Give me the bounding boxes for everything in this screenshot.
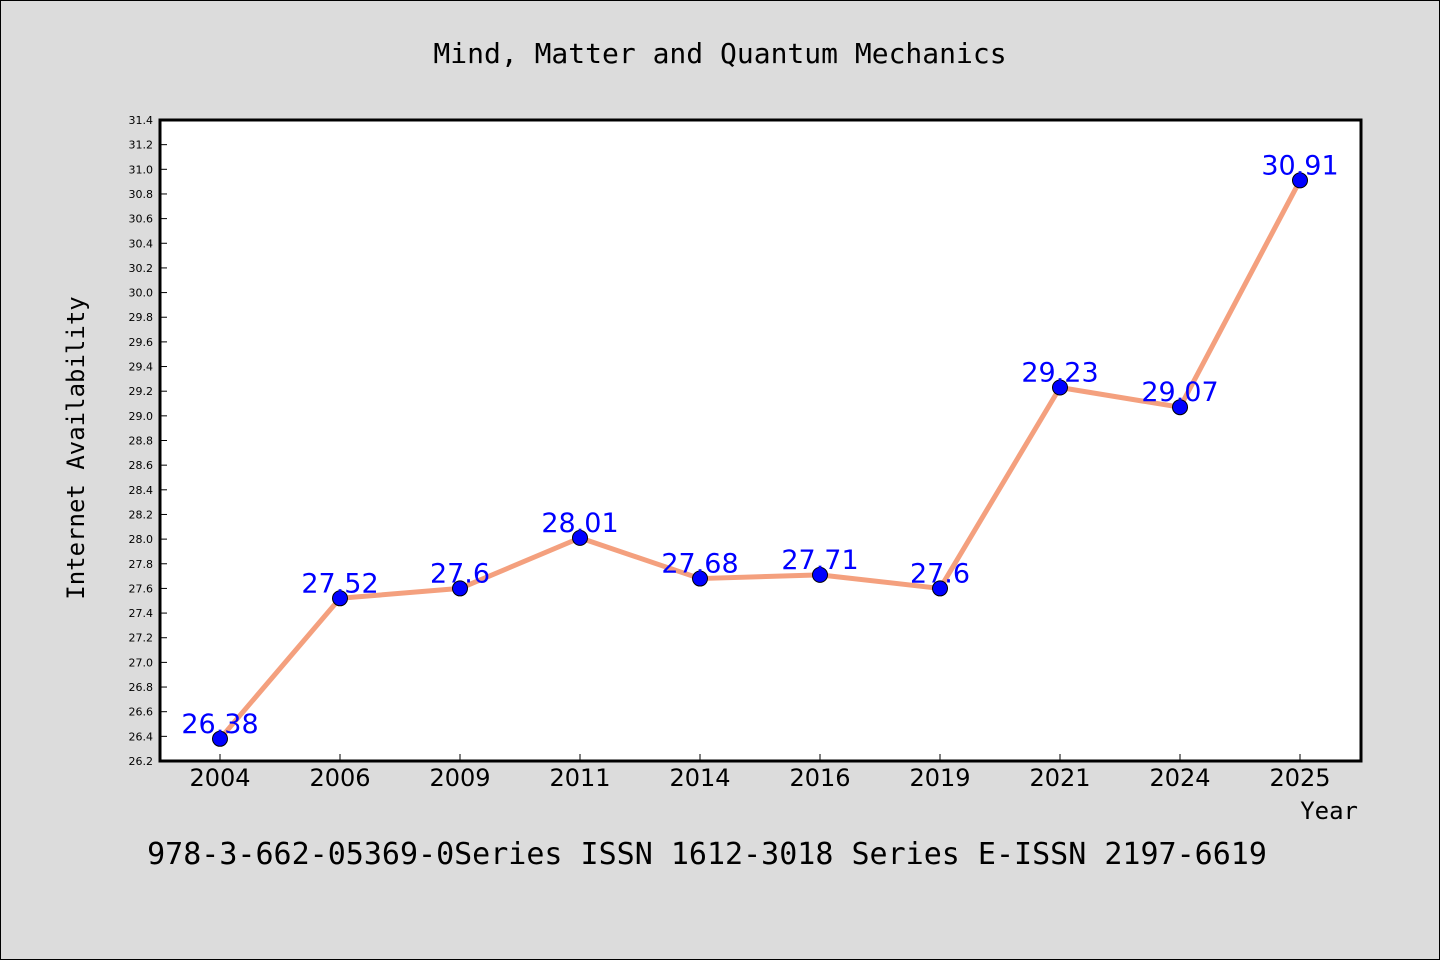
y-tick-label: 26.8 — [129, 681, 154, 694]
y-tick-label: 30.8 — [129, 188, 154, 201]
data-label: 26.38 — [181, 709, 258, 740]
data-point — [932, 580, 948, 597]
data-label: 28.01 — [541, 508, 618, 539]
data-labels: 26.38 27.52 27.6 28.01 27.68 27.71 27.6 29.23 29… — [181, 150, 1338, 739]
y-tick-label: 27.8 — [129, 558, 154, 571]
y-axis: 26.2 26.4 26.6 26.8 27.0 27.2 27.4 27.6 27.8 28.0… — [129, 114, 167, 768]
y-tick-label: 29.4 — [129, 361, 154, 374]
x-tick-label: 2025 — [1269, 764, 1330, 792]
y-tick-label: 30.6 — [129, 213, 154, 226]
y-tick-label: 26.2 — [129, 755, 154, 768]
y-tick-label: 30.0 — [129, 287, 154, 300]
data-label: 27.6 — [430, 558, 490, 589]
plot-border — [158, 118, 1363, 763]
x-tick-label: 2004 — [189, 764, 250, 792]
y-tick-label: 27.4 — [129, 607, 154, 620]
y-tick-label: 29.8 — [129, 311, 154, 324]
y-tick-label: 29.2 — [129, 385, 154, 398]
x-tick-label: 2006 — [309, 764, 370, 792]
x-tick-label: 2016 — [789, 764, 850, 792]
y-tick-label: 29.6 — [129, 336, 154, 349]
y-tick-label: 27.2 — [129, 632, 154, 645]
data-label: 27.68 — [661, 549, 738, 580]
x-axis-label: Year — [1300, 797, 1358, 825]
y-tick-label: 31.4 — [129, 114, 154, 127]
x-tick-label: 2024 — [1149, 764, 1210, 792]
y-tick-label: 28.8 — [129, 435, 154, 448]
y-axis-label: Internet Availability — [62, 296, 90, 599]
y-tick-label: 26.6 — [129, 706, 154, 719]
data-label: 29.23 — [1021, 357, 1098, 388]
data-point — [212, 730, 228, 747]
y-tick-label: 27.0 — [129, 656, 154, 669]
x-tick-label: 2014 — [669, 764, 730, 792]
x-tick-label: 2009 — [429, 764, 490, 792]
x-tick-label: 2019 — [909, 764, 970, 792]
data-point — [452, 580, 468, 597]
data-point — [332, 590, 348, 607]
plot-area — [160, 120, 1361, 761]
data-label: 27.52 — [301, 568, 378, 599]
data-label: 30.91 — [1261, 150, 1338, 181]
y-tick-label: 27.6 — [129, 582, 154, 595]
data-point — [1292, 172, 1308, 189]
chart-title: Mind, Matter and Quantum Mechanics — [433, 37, 1006, 70]
y-tick-label: 30.4 — [129, 237, 154, 250]
y-tick-label: 30.2 — [129, 262, 154, 275]
data-label: 29.07 — [1141, 377, 1218, 408]
y-tick-label: 28.2 — [129, 508, 154, 521]
data-label: 27.6 — [910, 558, 970, 589]
footer-text: 978-3-662-05369-0Series ISSN 1612-3018 S… — [147, 837, 1267, 872]
y-tick-label: 31.2 — [129, 139, 154, 152]
x-axis: 2004 2006 2009 2011 2014 2016 2019 2021 2024 2025 — [189, 754, 1331, 792]
x-tick-label: 2021 — [1029, 764, 1090, 792]
y-tick-label: 29.0 — [129, 410, 154, 423]
data-point — [692, 570, 708, 587]
data-label: 27.71 — [781, 545, 858, 576]
data-point — [1052, 379, 1068, 396]
y-tick-label: 28.4 — [129, 484, 154, 497]
x-tick-label: 2011 — [549, 764, 610, 792]
series-group — [212, 172, 1308, 747]
data-point — [572, 529, 588, 546]
y-tick-label: 26.4 — [129, 730, 154, 743]
series-line — [218, 179, 1303, 741]
y-tick-label: 31.0 — [129, 163, 154, 176]
data-point — [812, 566, 828, 583]
y-tick-label: 28.0 — [129, 533, 154, 546]
data-point — [1172, 399, 1188, 416]
y-tick-label: 28.6 — [129, 459, 154, 472]
